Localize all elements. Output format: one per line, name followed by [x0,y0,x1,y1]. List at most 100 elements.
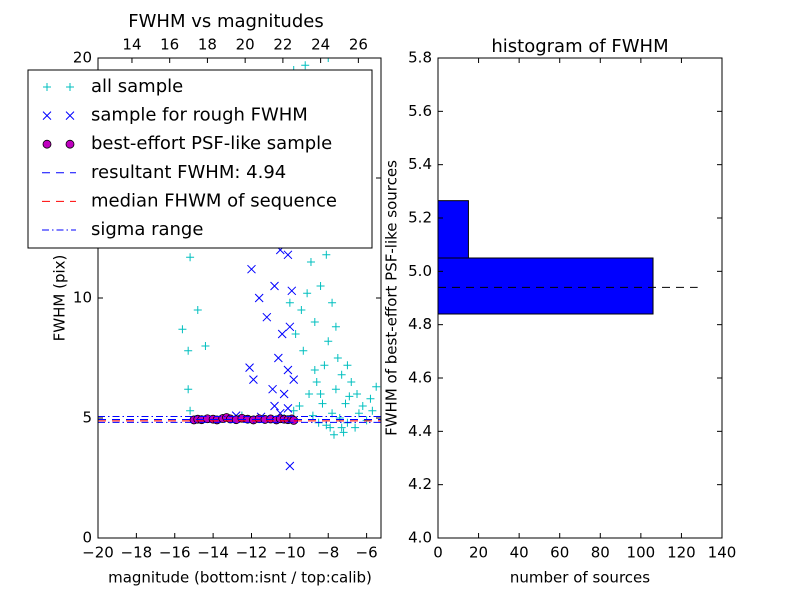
point [328,409,337,418]
x2-tick-label: 14 [122,36,141,54]
point [186,406,195,415]
x-tick-label: −10 [274,544,306,562]
x-tick-label: −16 [159,544,191,562]
point [249,375,258,384]
point [184,346,193,355]
point [270,401,279,411]
y-tick-label: 5.2 [408,209,432,227]
point [347,378,356,386]
point [322,250,331,259]
y-axis-label: FWHM of best-effort PSF-like sources [383,160,401,436]
x-tick-label: −12 [236,544,268,562]
x2-tick-label: 22 [273,36,292,54]
point [310,366,319,374]
point [184,385,193,394]
y-tick-label: 5.4 [408,155,432,173]
point [345,392,354,401]
point [287,286,297,296]
legend-label: sigma range [91,219,203,240]
legend [27,69,373,249]
y-tick-label: 5.8 [408,49,432,67]
x-tick-label: 40 [510,544,529,562]
point [270,281,279,291]
point [329,430,338,439]
bar [437,257,654,315]
point [262,312,272,322]
point [358,402,367,410]
x-tick-label: 20 [469,544,488,562]
x2-tick-label: 26 [349,36,368,54]
x-tick-label: 120 [667,544,696,562]
point [285,298,294,307]
x-tick-label: 80 [591,544,610,562]
point [333,354,342,362]
point [339,428,348,437]
point [295,402,304,410]
x-tick-label: −20 [82,544,114,562]
point [193,306,202,314]
point [312,378,321,386]
point [316,282,325,290]
point [341,399,350,408]
chart-title: histogram of FWHM [491,36,668,57]
point [277,329,287,339]
point [273,353,283,363]
axes-frame [437,57,723,539]
x-tick-label: 60 [550,544,569,562]
x-axis-label: magnitude (bottom:isnt / top:calib) [108,569,372,587]
legend-label: median FHWM of sequence [91,190,337,211]
point [285,461,295,471]
x-tick-label: −14 [197,544,229,562]
point [305,390,314,398]
point [297,306,306,314]
legend-label: best-effort PSF-like sample [91,133,332,154]
y-tick-label: 4.2 [408,475,432,493]
y-tick-label: 4.6 [408,369,432,387]
point [318,399,327,408]
legend-marker [65,139,75,149]
point [337,370,346,379]
point [178,325,187,334]
point [279,389,289,399]
point [354,409,363,418]
point [351,423,360,432]
x-tick-label: −6 [356,544,378,562]
x-tick-label: 100 [627,544,656,562]
point [316,390,325,398]
point [247,264,256,274]
point [337,423,346,432]
x2-tick-label: 20 [236,36,255,54]
point [372,382,381,391]
legend-label: resultant FWHM: 4.94 [91,162,286,183]
point [268,384,277,394]
y-tick-label: 4.0 [408,529,432,547]
legend-label: all sample [91,76,183,97]
x-tick-label: 0 [433,544,443,562]
legend-label: sample for rough FWHM [91,105,308,126]
x2-tick-label: 24 [311,36,330,54]
point [331,322,340,331]
x2-tick-label: 18 [198,36,217,54]
point [368,406,377,415]
point [186,253,195,262]
point [310,318,319,326]
y-axis-label: FWHM (pix) [51,255,69,342]
point [328,298,337,307]
point [343,361,352,370]
x-tick-label: −18 [121,544,153,562]
x-tick-label: 140 [708,544,737,562]
point [283,404,293,413]
point [291,330,300,338]
bar [437,200,469,259]
x-axis-label: number of sources [510,569,650,587]
point [324,58,333,62]
y-tick-label: 20 [73,49,92,67]
legend-marker [66,83,74,91]
point [306,258,315,266]
point [201,342,210,350]
legend-marker [43,83,51,91]
legend-marker [42,139,52,149]
y-tick-label: 5.0 [408,262,432,280]
legend-marker [42,111,52,120]
